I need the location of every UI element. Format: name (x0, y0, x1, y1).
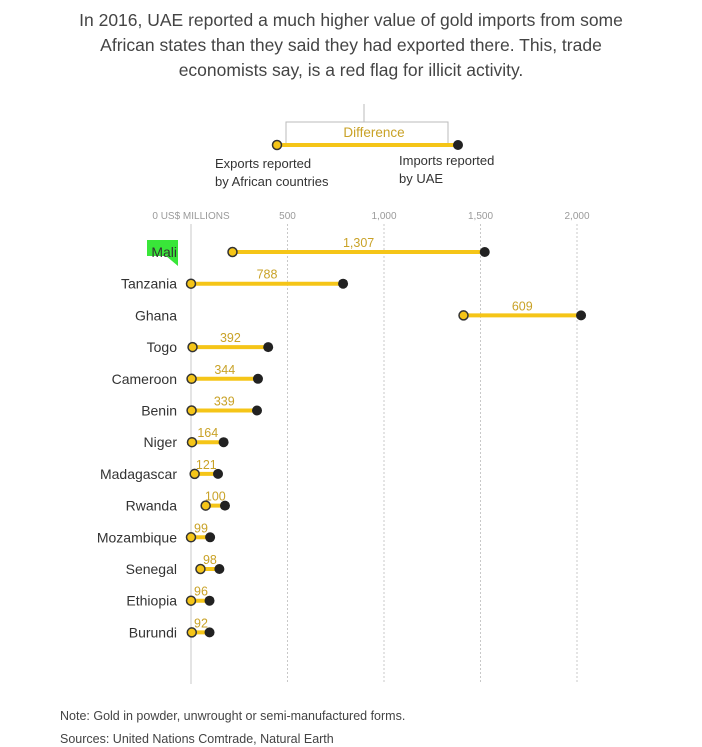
import-dot (219, 500, 230, 511)
difference-value-label: 788 (257, 268, 278, 282)
legend-imports-line1: Imports reported (399, 153, 494, 168)
legend-difference-label: Difference (343, 125, 404, 140)
row-togo: Togo 392 (147, 331, 274, 355)
x-tick-label: 1,500 (468, 211, 493, 222)
difference-value-label: 609 (512, 299, 533, 313)
import-dot (204, 595, 215, 606)
row-tanzania: Tanzania 788 (121, 268, 349, 292)
import-dot (252, 373, 263, 384)
headline: In 2016, UAE reported a much higher valu… (79, 10, 623, 80)
footnote-note: Note: Gold in powder, unwrought or semi-… (60, 709, 406, 723)
row-burundi: Burundi 92 (129, 616, 215, 640)
export-dot (185, 278, 197, 289)
difference-value-label: 1,307 (343, 236, 374, 250)
export-dot (186, 373, 197, 385)
difference-value-label: 92 (194, 616, 208, 630)
import-dot (252, 405, 263, 416)
legend-exports-line2: by African countries (215, 174, 329, 189)
country-label: Ghana (135, 307, 177, 323)
highlight-marker (147, 240, 178, 266)
country-label: Senegal (126, 561, 177, 577)
country-label: Niger (144, 434, 178, 450)
footnote-sources: Sources: United Nations Comtrade, Natura… (60, 732, 334, 746)
data-rows: Mali 1,307 Tanzania 788 Ghana 609 Togo 392 Camer… (97, 236, 587, 640)
country-label: Madagascar (100, 466, 177, 482)
legend: Difference Exports reported by African c… (215, 104, 494, 189)
legend-export-dot (271, 139, 283, 151)
import-dot (263, 342, 274, 353)
difference-value-label: 392 (220, 331, 241, 345)
x-tick-label: 2,000 (564, 211, 589, 222)
legend-import-dot (453, 140, 463, 150)
country-label: Tanzania (121, 276, 177, 292)
export-dot (187, 341, 198, 353)
export-dot (185, 532, 197, 543)
row-madagascar: Madagascar 121 (100, 458, 224, 482)
export-dot (186, 627, 198, 638)
difference-value-label: 100 (205, 490, 226, 504)
import-dot (338, 278, 349, 289)
import-dot (205, 532, 216, 543)
export-dot (185, 595, 197, 606)
export-dot (227, 246, 238, 258)
export-dot (189, 468, 200, 480)
country-label: Ethiopia (126, 593, 177, 609)
x-tick-label: 1,000 (371, 211, 396, 222)
country-label: Cameroon (112, 371, 177, 387)
x-tick-label: 500 (279, 211, 296, 222)
country-label: Mozambique (97, 529, 177, 545)
row-niger: Niger 164 (144, 426, 229, 450)
row-ghana: Ghana 609 (135, 299, 587, 323)
difference-value-label: 344 (214, 363, 235, 377)
import-dot (214, 564, 225, 574)
import-dot (204, 627, 215, 638)
import-dot (479, 247, 490, 257)
export-dot (186, 405, 197, 416)
difference-value-label: 98 (203, 553, 217, 567)
import-dot (576, 310, 587, 321)
country-label: Togo (147, 339, 178, 355)
legend-imports-line2: by UAE (399, 171, 443, 186)
row-rwanda: Rwanda 100 (126, 490, 230, 514)
country-label: Burundi (129, 624, 177, 640)
difference-value-label: 99 (194, 521, 208, 535)
difference-value-label: 339 (214, 395, 235, 409)
difference-value-label: 121 (196, 458, 217, 472)
country-label: Benin (141, 403, 177, 419)
export-dot (200, 500, 211, 511)
import-dot (218, 437, 229, 448)
row-cameroon: Cameroon 344 (112, 363, 263, 387)
export-dot (186, 436, 198, 448)
row-ethiopia: Ethiopia 96 (126, 585, 215, 609)
row-mozambique: Mozambique 99 (97, 521, 216, 545)
row-benin: Benin 339 (141, 395, 263, 419)
import-dot (213, 468, 224, 479)
x-tick-label: 0 US$ MILLIONS (152, 211, 230, 222)
x-axis-labels: 0 US$ MILLIONS 500 1,000 1,500 2,000 (152, 211, 590, 222)
country-label: Rwanda (126, 498, 178, 514)
row-senegal: Senegal 98 (126, 553, 225, 577)
export-dot (195, 563, 206, 575)
difference-value-label: 96 (194, 585, 208, 599)
legend-exports-line1: Exports reported (215, 156, 311, 171)
row-mali: Mali 1,307 (147, 236, 490, 266)
export-dot (458, 310, 469, 321)
country-label: Mali (151, 244, 177, 260)
x-grid (190, 224, 578, 684)
legend-bracket (285, 121, 449, 144)
difference-value-label: 164 (197, 426, 218, 440)
